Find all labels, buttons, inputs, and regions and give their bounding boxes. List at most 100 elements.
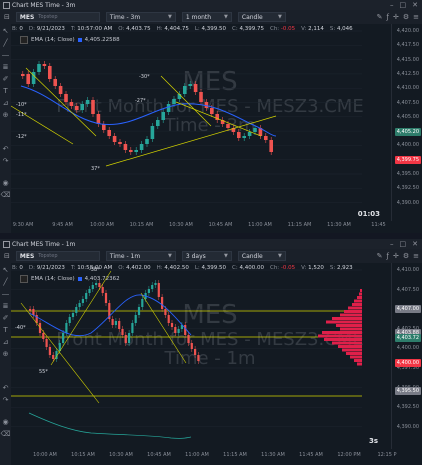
style-dropdown[interactable]: Candle ▼ [237,12,286,22]
undo-icon[interactable]: ↶ [2,384,9,392]
trash-icon[interactable]: ⌫ [0,430,11,438]
maximize-icon[interactable]: □ [399,1,407,9]
ema-visibility-icon[interactable] [20,36,28,44]
brush-icon[interactable]: ✐ [2,75,9,83]
candle [161,297,164,309]
minimize-icon[interactable]: – [390,240,394,248]
zoom-icon[interactable]: ⊕ [2,111,9,119]
interval-dropdown[interactable]: Time - 1m ▼ [105,251,176,261]
eye-icon[interactable]: ◉ [2,418,9,426]
candle [104,293,108,303]
redo-icon[interactable]: ↷ [2,396,9,404]
candle [48,66,52,79]
cursor-icon[interactable]: ↖ [2,27,9,35]
candle [98,283,101,287]
measure-icon[interactable]: ⊿ [2,338,9,346]
crosshair-icon[interactable]: ✛ [392,252,399,260]
low-label: L: [194,26,200,32]
indicators-icon[interactable]: ƒ [386,252,389,260]
link-icon[interactable]: ⊟ [4,13,10,21]
minimize-icon[interactable]: – [390,1,394,9]
time-tick-label: 11:45 [371,222,386,228]
trend-line [25,67,97,137]
fib-icon[interactable]: ≣ [2,302,9,310]
s-label: S: [329,26,336,32]
candle [108,303,111,319]
candle [147,289,150,293]
interval-dropdown[interactable]: Time - 3m ▼ [105,12,176,22]
symbol-selector[interactable]: MES Topstep [15,251,100,261]
price-plot-3m[interactable]: -10* -11* -12* -30* -27* 37* [11,24,392,221]
undo-icon[interactable]: ↶ [2,145,9,153]
horizontal-line-icon[interactable]: ― [2,51,9,59]
ohlc-readout: B: 0 D: 9/21/2023 T: 10:58:00 AM O: 4,40… [12,265,353,271]
candle [190,343,193,349]
settings-icon[interactable]: ⚙ [402,13,410,21]
time-tick-label: 10:00 AM [90,222,114,228]
link-icon[interactable]: ⊟ [4,252,10,260]
volume-profile-bar [340,327,362,331]
cursor-icon[interactable]: ↖ [2,266,9,274]
trash-icon[interactable]: ⌫ [0,191,11,199]
price-axis[interactable]: 4,410.004,407.504,405.004,402.504,400.00… [391,263,422,449]
ema-price-tag: 4,405.20 [394,128,421,136]
fib-icon[interactable]: ≣ [2,63,9,71]
ema-price-tag: 4,403.72 [394,334,421,342]
style-dropdown[interactable]: Candle ▼ [237,251,286,261]
level-price-tag: 4,407.00 [394,305,421,313]
ema-legend[interactable]: EMA (14; Close) 4,405.22588 [20,36,120,44]
volume-profile-bar [346,352,362,355]
measure-icon[interactable]: ⊿ [2,99,9,107]
ema-color-icon [77,277,82,281]
price-tick-label: 4,400.00 [396,142,419,149]
candle [69,102,74,106]
candle [114,321,117,325]
time-tick-label: 11:30 AM [327,222,351,228]
trendline-icon[interactable]: ╱ [3,278,8,286]
candle [31,72,36,84]
time-axis[interactable]: 10:00 AM 10:15 AM 10:30 AM 10:45 AM 11:00 AM… [11,451,396,461]
range-dropdown[interactable]: 3 days ▼ [181,251,232,261]
close-icon[interactable]: ✕ [412,240,418,248]
range-dropdown[interactable]: 1 month ▼ [181,12,232,22]
brush-icon[interactable]: ✐ [2,314,9,322]
ema-visibility-icon[interactable] [20,275,28,283]
indicators-icon[interactable]: ƒ [386,13,389,21]
time-axis[interactable]: 9:30 AM 9:45 AM 10:00 AM 10:15 AM 10:30 AM 10… [11,221,392,231]
maximize-icon[interactable]: □ [399,240,407,248]
text-icon[interactable]: T [3,87,8,95]
eye-icon[interactable]: ◉ [2,179,9,187]
chart-watermark: MES Front Month for MES - MESZ3.CME Time… [30,301,390,369]
zoom-icon[interactable]: ⊕ [2,350,9,358]
bars-label: B: [12,26,18,32]
interval-value: Time - 1m [109,252,141,260]
drawing-tools-icon[interactable]: ✎ [376,13,383,21]
close-icon[interactable]: ✕ [412,1,418,9]
candle [107,130,111,136]
volume-profile-bar [359,292,362,296]
drawing-tools-icon[interactable]: ✎ [376,252,383,260]
candle [187,335,190,343]
bars-label: B: [12,265,18,271]
menu-icon[interactable]: ≡ [413,252,419,260]
candle [62,333,65,343]
time-tick-label: 10:15 AM [71,452,95,458]
crosshair-icon[interactable]: ✛ [392,13,399,21]
settings-icon[interactable]: ⚙ [402,252,410,260]
change-value: -0.05 [280,26,296,32]
candle [129,150,133,152]
price-plot-1m[interactable]: -40* 55* -38* [11,263,392,449]
bars-value: 0 [19,26,23,32]
menu-icon[interactable]: ≡ [413,13,419,21]
candle [123,144,128,150]
price-axis[interactable]: 4,420.00 4,417.50 4,415.00 4,412.50 4,410.00… [391,24,422,221]
candle [177,94,182,99]
ema-legend[interactable]: EMA (14; Close) 4,403.72362 [20,275,120,283]
trendline-icon[interactable]: ╱ [3,39,8,47]
horizontal-line-icon[interactable]: ― [2,290,9,298]
candle [264,136,268,140]
symbol-selector[interactable]: MES Topstep [15,12,100,22]
redo-icon[interactable]: ↷ [2,157,9,165]
text-icon[interactable]: T [3,326,8,334]
candle [141,299,144,307]
